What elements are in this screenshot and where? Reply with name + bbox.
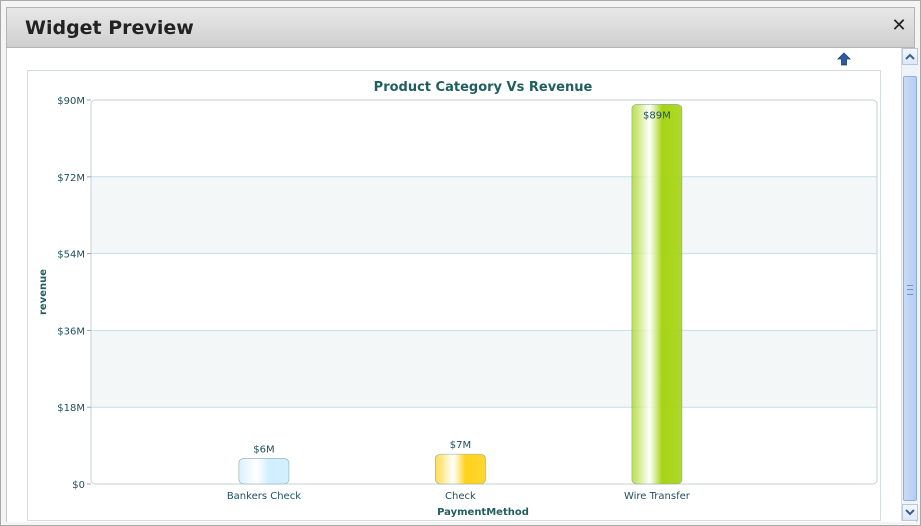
grid-band [91,176,877,254]
y-tick-label: $72M [57,173,85,184]
bar-bankers-check[interactable] [238,458,290,485]
y-tick-label: $18M [57,403,85,414]
title-bar: Widget Preview ✕ [6,7,915,48]
data-label: $7M [450,440,471,451]
bar-check[interactable] [435,453,486,485]
arrow-up-icon[interactable] [837,52,851,66]
data-label: $89M [643,110,671,121]
x-axis-ticks: Bankers Check Check Wire Transfer [227,491,691,502]
x-axis-label: PaymentMethod [437,507,529,518]
scroll-thumb[interactable] [903,76,917,501]
x-tick-label: Check [445,491,476,502]
y-tick-label: $54M [57,250,85,261]
vertical-scrollbar[interactable] [901,48,918,521]
y-tick-label: $0 [72,480,85,491]
grid-band [91,330,877,408]
bar-wire-transfer[interactable] [631,103,683,485]
chart-container: Product Category Vs Revenue $0 $18M $36M $5… [27,70,881,521]
grid-bands [91,176,877,408]
grip-icon [907,285,913,295]
grid-lines [91,176,877,408]
plot-area [90,99,878,485]
chevron-up-icon [905,53,915,60]
x-tick-label: Wire Transfer [624,491,691,502]
close-icon[interactable]: ✕ [891,15,907,36]
y-axis-ticks: $0 $18M $36M $54M $72M $90M [57,96,91,491]
scroll-up-button[interactable] [902,48,918,65]
chart-title: Product Category Vs Revenue [374,80,593,95]
window-title: Widget Preview [25,17,194,39]
bars: $6M $7M $89M [238,103,683,485]
x-tick-label: Bankers Check [227,491,301,502]
y-tick-label: $90M [57,96,85,107]
scroll-down-button[interactable] [902,504,918,521]
data-label: $6M [253,444,274,455]
bar-chart: Product Category Vs Revenue $0 $18M $36M $5… [38,80,878,518]
y-tick-label: $36M [57,326,85,337]
preview-content: Product Category Vs Revenue $0 $18M $36M $5… [6,48,918,522]
chevron-down-icon [905,509,915,516]
y-axis-label: revenue [38,269,49,315]
